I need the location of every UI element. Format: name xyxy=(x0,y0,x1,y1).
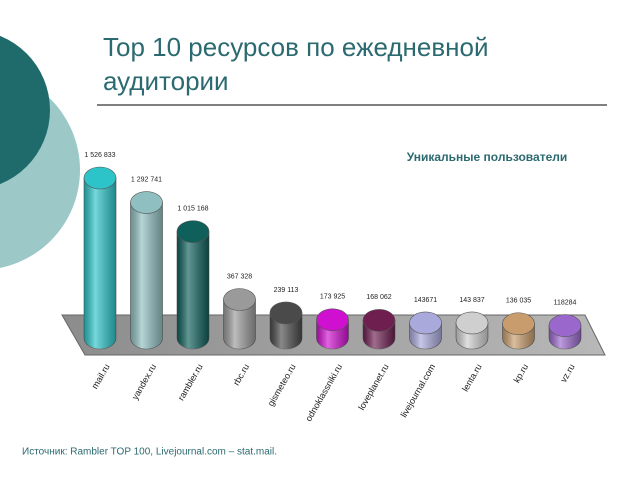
bar-shade xyxy=(177,231,209,349)
x-tick-label: lenta.ru xyxy=(460,362,484,393)
x-tick-label: gismeteo.ru xyxy=(266,362,298,408)
x-tick-label: mail.ru xyxy=(90,362,112,390)
decor-circle xyxy=(0,35,50,185)
value-label: 367 328 xyxy=(227,273,252,280)
value-label: 143671 xyxy=(414,297,437,304)
x-tick-label: rambler.ru xyxy=(176,362,205,402)
bar-top xyxy=(362,309,396,332)
x-tick-label: livejournal.com xyxy=(399,362,438,419)
value-label: 1 526 833 xyxy=(84,152,115,159)
x-tick-label: vz.ru xyxy=(558,362,576,384)
x-tick-label: rbc.ru xyxy=(231,362,251,387)
value-label: 143 837 xyxy=(459,297,484,304)
bar-top xyxy=(223,288,256,311)
bar-top xyxy=(83,166,117,190)
legend-label: Уникальные пользователи xyxy=(407,150,568,164)
title: Top 10 ресурсов по ежедневной аудитории xyxy=(103,32,489,96)
value-label: 173 925 xyxy=(320,294,345,301)
x-tick-label: kp.ru xyxy=(512,362,531,384)
source: Источник: Rambler TOP 100, Livejournal.c… xyxy=(22,447,277,458)
bar-shade xyxy=(84,178,116,349)
value-label: 239 113 xyxy=(274,287,299,294)
value-label: 168 062 xyxy=(366,294,391,301)
x-tick-label: odnoklassniki.ru xyxy=(303,362,344,423)
x-tick-label: yandex.ru xyxy=(130,362,158,401)
bar-top xyxy=(269,301,303,325)
bar-top xyxy=(502,312,535,336)
bar-top xyxy=(130,191,163,214)
bar-top xyxy=(409,311,442,335)
bar-top xyxy=(548,314,582,337)
value-label: 118284 xyxy=(554,299,577,306)
x-tick-label: loveplanet.ru xyxy=(356,362,390,412)
value-label: 1 292 741 xyxy=(131,176,162,183)
bar-top xyxy=(455,311,489,335)
bar-shade xyxy=(130,202,163,349)
value-label: 1 015 168 xyxy=(177,205,208,212)
bar-top xyxy=(176,220,210,243)
value-label: 136 035 xyxy=(506,298,531,305)
bar-shade xyxy=(223,299,256,349)
bar-top xyxy=(316,308,349,332)
